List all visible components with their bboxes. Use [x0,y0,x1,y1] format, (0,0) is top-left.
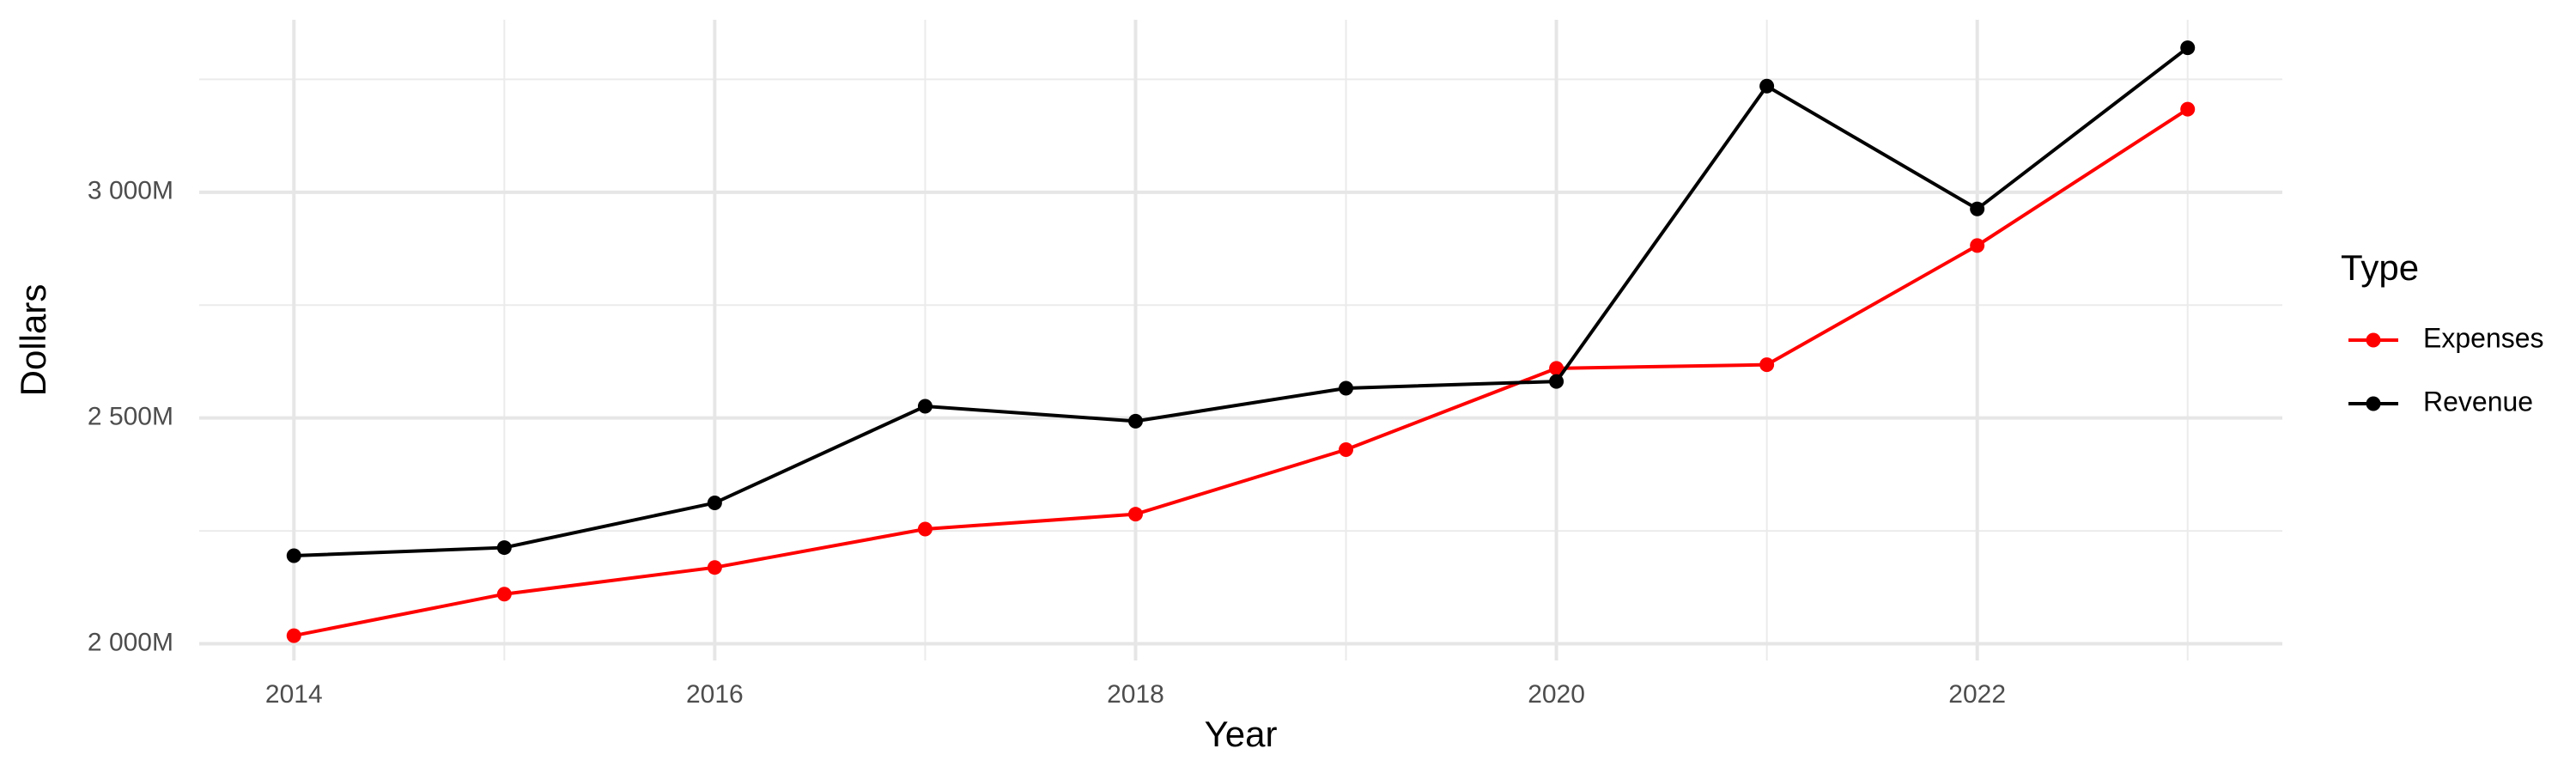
data-point [1759,357,1775,373]
x-axis-title: Year [1205,714,1278,754]
data-point [1127,413,1143,429]
legend-key-point [2366,396,2381,411]
y-axis-title: Dollars [13,284,53,397]
data-point [917,521,933,537]
y-tick-label: 2 500M [88,403,173,431]
data-point [1759,78,1775,94]
data-point [1549,361,1564,376]
x-tick-label: 2018 [1107,680,1164,709]
data-point [496,540,512,556]
series-line [294,46,2189,558]
data-point [286,628,301,643]
series-line [293,107,2189,638]
data-point [1339,441,1354,457]
data-point [917,399,933,414]
data-point [707,496,722,511]
data-point [1127,507,1143,522]
data-point [2180,40,2196,56]
data-point [1970,238,1985,253]
data-point [286,548,301,563]
data-point [1549,374,1564,389]
data-point [707,560,722,575]
x-tick-label: 2016 [686,680,744,709]
data-point [2180,101,2196,117]
x-tick-label: 2022 [1948,680,2006,709]
data-point [496,587,512,602]
legend-key-point [2366,332,2381,348]
legend-label: Expenses [2423,322,2544,353]
data-point [1970,201,1985,216]
legend-title: Type [2341,247,2419,288]
x-tick-label: 2014 [265,680,323,709]
data-point [1339,380,1354,396]
y-tick-label: 2 000M [88,628,173,656]
y-tick-label: 3 000M [88,177,173,205]
legend-label: Revenue [2423,386,2533,417]
x-tick-label: 2020 [1528,680,1585,709]
